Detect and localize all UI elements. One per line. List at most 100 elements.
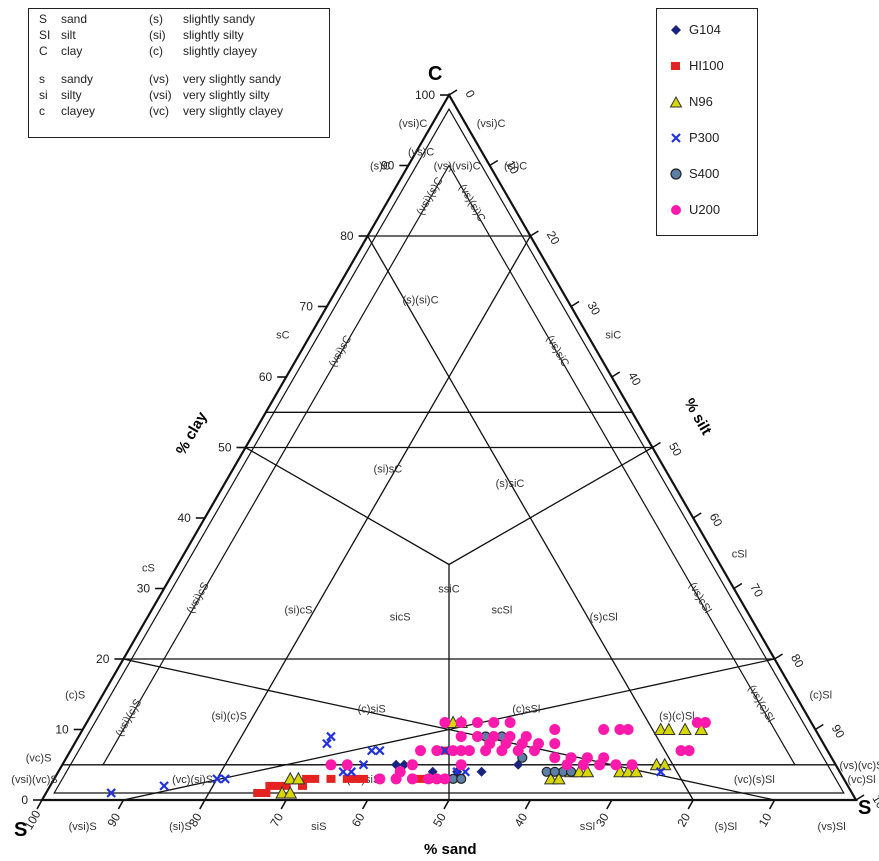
region-labels: (vs)(vsi)C (vsi)(s)C (vs)(si)C (s)(si)C (vsi…	[113, 161, 776, 786]
region-divider-lines	[42, 235, 856, 801]
divider-line	[367, 235, 694, 801]
edge-label-left: (c)S	[65, 689, 85, 701]
abbr-code: (vc)	[149, 104, 169, 118]
legend-label: P300	[689, 130, 720, 145]
data-point-g104	[476, 766, 487, 777]
data-point-hi100	[416, 774, 425, 783]
data-point-u200	[472, 717, 483, 728]
abbr-row: SI silt (si) slightly silty	[29, 28, 329, 44]
edge-label-left: (vsi)(vc)S	[11, 774, 57, 786]
sand-tick	[768, 799, 776, 810]
silt-tick-label: 30	[585, 299, 604, 318]
legend-label: S400	[689, 166, 720, 181]
region-label: (vsi)cS	[185, 580, 212, 615]
data-point-p300	[159, 781, 169, 791]
data-point-hi100	[342, 774, 352, 783]
sand-tick-label: 70	[267, 810, 286, 829]
data-point-u200	[500, 738, 512, 750]
legend-item-g104: G104	[669, 21, 755, 41]
abbr-code: c	[39, 104, 45, 118]
sand-tick	[687, 799, 694, 810]
abbr-meaning: slightly clayey	[183, 44, 258, 58]
region-label: (vs)(vsi)C	[434, 161, 481, 173]
data-point-u200	[577, 759, 589, 771]
region-label: (vs)cSl	[686, 580, 713, 615]
axis-label-sand: % sand	[424, 841, 477, 858]
sand-tick-label: 30	[593, 810, 612, 829]
abbr-meaning: very slightly silty	[183, 88, 270, 102]
region-label: (vsi)(c)S	[113, 697, 144, 738]
abbr-meaning: clay	[61, 44, 83, 58]
sand-tick-label: 40	[512, 810, 531, 829]
data-point-u200	[488, 717, 500, 728]
silt-tick	[611, 371, 621, 378]
data-point-p300	[655, 767, 666, 777]
abbr-meaning: silty	[61, 88, 82, 102]
edge-label-right: siC	[605, 330, 621, 342]
edge-label-bottom: (vsi)S	[69, 821, 97, 833]
silt-tick	[692, 512, 702, 519]
edge-label-right: (si)C	[504, 161, 527, 173]
legend-item-n96: N96	[669, 93, 755, 113]
clay-tick-label: 0	[21, 793, 28, 807]
data-point-u200	[415, 745, 426, 757]
clay-tick-label: 50	[218, 441, 232, 455]
axis-label-silt: % silt	[681, 396, 715, 438]
edge-label-right: (vsi)C	[477, 118, 506, 130]
abbr-code: S	[39, 12, 48, 26]
data-point-u200	[549, 752, 561, 764]
silt-tick	[652, 441, 661, 449]
sand-tick-label: 80	[186, 810, 205, 829]
abbr-row: C clay (c) slightly clayey	[29, 44, 329, 60]
data-point-u200	[431, 745, 443, 757]
data-point-n96	[283, 785, 298, 799]
data-point-hi100	[265, 781, 275, 790]
silt-tick	[448, 89, 458, 96]
abbr-code: s	[39, 72, 45, 86]
data-point-hi100	[281, 781, 291, 790]
region-label: (s)cSl	[590, 612, 618, 624]
data-point-u200	[549, 738, 561, 750]
abbr-meaning: slightly sandy	[183, 12, 256, 26]
corner-label-sand: S	[14, 819, 27, 841]
data-point-n96	[543, 771, 558, 785]
edge-label-bottom: (si)S	[169, 821, 192, 833]
circle-marker-icon	[671, 205, 681, 215]
silt-tick	[529, 230, 539, 237]
data-point-u200	[406, 759, 418, 771]
silt-tick-label: 70	[747, 581, 766, 600]
data-point-p300	[440, 745, 450, 756]
data-point-u200	[406, 773, 418, 785]
x-marker-icon	[671, 133, 681, 143]
data-point-n96	[649, 757, 664, 771]
data-point-u200	[614, 724, 626, 735]
data-point-hi100	[326, 774, 336, 783]
data-point-u200	[626, 759, 638, 771]
data-point-u200	[455, 745, 467, 757]
clay-tick-label: 100	[415, 88, 435, 102]
region-label: (si)(c)S	[211, 710, 246, 722]
data-point-p300	[358, 759, 369, 770]
silt-tick	[489, 159, 499, 167]
data-point-u200	[472, 731, 483, 742]
abbr-meaning: sand	[61, 12, 88, 26]
data-point-hi100	[261, 789, 271, 797]
abbr-code: (c)	[149, 44, 163, 58]
edge-label-left: (vs)C	[408, 146, 434, 158]
legend-label: G104	[689, 22, 721, 37]
region-label: (vs)(c)Sl	[745, 683, 776, 724]
data-point-n96	[572, 764, 587, 778]
region-label: ssiC	[438, 584, 459, 596]
legend-item-s400: S400	[669, 165, 755, 185]
data-point-u200	[699, 717, 711, 728]
region-label: (si)cS	[284, 605, 312, 617]
data-point-n96	[291, 771, 306, 785]
data-point-u200	[439, 773, 451, 785]
clay-tick-label: 10	[55, 723, 69, 737]
data-point-u200	[341, 759, 353, 771]
data-point-u200	[455, 731, 467, 742]
region-label: (s)(si)C	[402, 294, 438, 306]
data-point-p300	[322, 738, 332, 749]
data-point-u200	[683, 745, 695, 757]
region-label: (c)sSl	[512, 703, 540, 715]
